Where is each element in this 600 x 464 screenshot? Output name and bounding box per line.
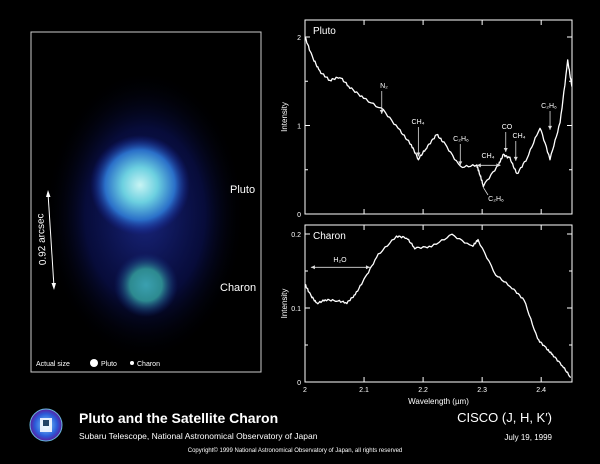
charon-label: Charon [220, 282, 256, 294]
annotation-label: CH₄ [412, 119, 425, 126]
scale-bar [47, 192, 55, 288]
x-tick-label: 2 [303, 387, 307, 394]
x-axis-label: Wavelength (µm) [408, 397, 469, 406]
subaru-logo [29, 408, 63, 442]
figure-title: Pluto and the Satellite Charon [79, 410, 278, 426]
y-tick-label: 0 [297, 212, 301, 219]
annotation-label: H₂O [333, 257, 347, 264]
annotation-arrowhead [503, 148, 508, 153]
legend-title: Actual size [36, 361, 70, 368]
spectrum-line [304, 233, 572, 379]
y-tick-label: 0.2 [291, 232, 301, 239]
y-tick-label: 1 [297, 124, 301, 131]
x-tick-label: 2.3 [477, 387, 487, 394]
annotation-label: N₂ [380, 83, 388, 90]
instrument-label: CISCO (J, H, K′) [457, 410, 552, 425]
footer: Pluto and the Satellite Charon Subaru Te… [29, 408, 553, 454]
copyright: Copyright© 1999 National Astronomical Ob… [188, 447, 403, 454]
spectrum-line [304, 36, 573, 188]
annotation-label: C₂H₆ [453, 136, 469, 143]
annotation-arrowhead [416, 152, 421, 157]
x-tick-label: 2.4 [536, 387, 546, 394]
charon-spectrum-chart: 2 2.1 2.2 2.3 2.4 0 0.1 0.2 Charon Intensity Wavel… [280, 224, 573, 406]
pluto-spectrum-chart: 012PlutoIntensityN₂CH₄C₂H₆CH₄C₂H₆COCH₄C₂… [280, 19, 573, 219]
scale-label: 0.92 arcsec [35, 213, 49, 265]
x-tick-label: 2.1 [359, 387, 369, 394]
annotation-label: CH₄ [482, 153, 495, 160]
y-tick-label: 0 [297, 380, 301, 387]
annotation-label: C₂H₆ [488, 196, 504, 203]
chart-title: Charon [313, 231, 346, 242]
x-tick-label: 2.2 [418, 387, 428, 394]
annotation-arrowhead [513, 156, 518, 161]
figure-subtitle: Subaru Telescope, National Astronomical … [79, 431, 318, 441]
pluto-disk [90, 135, 190, 235]
annotation-label: CH₄ [513, 133, 526, 140]
pluto-size-dot [90, 359, 98, 367]
image-panel: Pluto Charon 0.92 arcsec Actual size Plu… [30, 31, 262, 373]
charon-size-dot [130, 361, 134, 365]
legend-charon: Charon [137, 361, 160, 368]
charon-disk [114, 253, 178, 317]
y-tick-label: 0.1 [291, 306, 301, 313]
annotation-arrowhead [548, 125, 553, 130]
y-tick-label: 2 [297, 35, 301, 42]
annotation-arrowhead [379, 109, 384, 114]
chart-title: Pluto [313, 26, 336, 37]
annotation-leader [482, 187, 489, 196]
y-axis-label: Intensity [280, 289, 289, 319]
legend-pluto: Pluto [101, 361, 117, 368]
plot-frame [304, 224, 573, 383]
observation-date: July 19, 1999 [504, 433, 552, 442]
annotation-arrowhead [458, 161, 463, 166]
annotation-label: C₂H₆ [541, 103, 557, 110]
pluto-label: Pluto [230, 184, 255, 196]
y-axis-label: Intensity [280, 102, 289, 132]
annotation-label: CO [502, 124, 513, 131]
plot-frame [304, 19, 573, 215]
